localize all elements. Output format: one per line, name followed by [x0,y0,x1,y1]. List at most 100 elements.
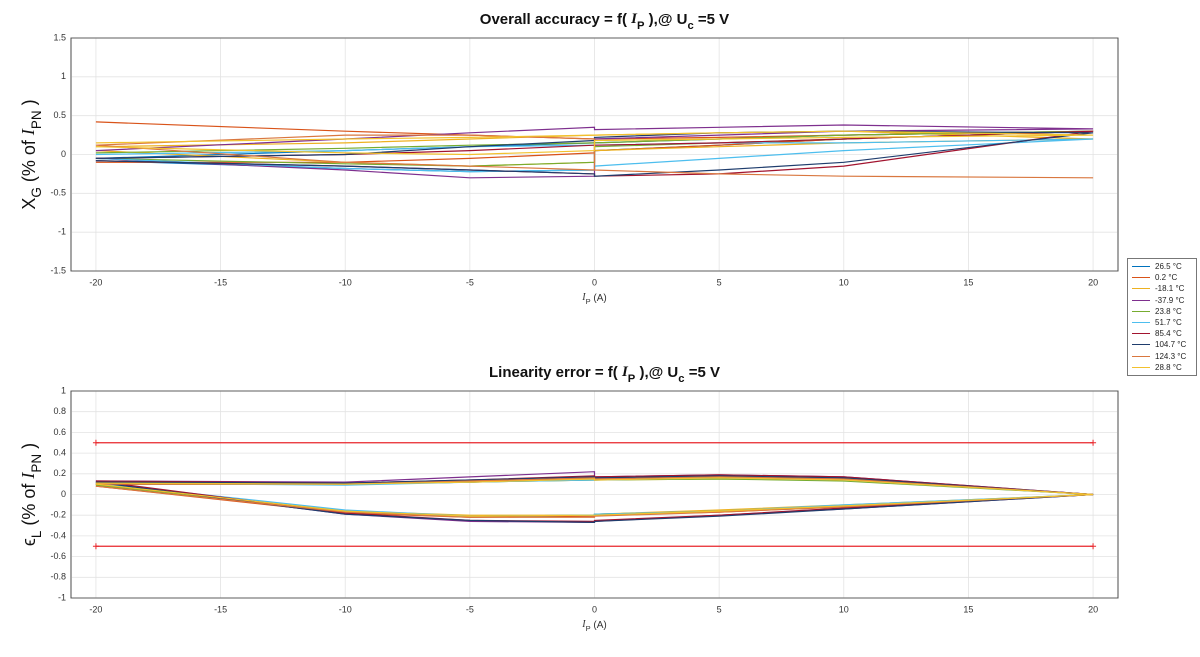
legend-swatch [1132,366,1150,368]
legend-swatch [1132,322,1150,324]
x-tick-label: 15 [963,277,973,287]
legend-entry: -18.1 °C [1128,283,1196,294]
label-part: =5 V [694,11,729,28]
x-tick-label: -10 [339,277,352,287]
label-part: P [637,20,645,32]
legend-entry: 26.5 °C [1128,261,1196,272]
x-tick-label: 0 [592,277,597,287]
axes-frame [70,37,1119,272]
label-part: G [29,187,44,198]
y-tick-label: -0.2 [50,510,66,520]
legend-swatch [1132,288,1150,290]
legend-entry: -37.9 °C [1128,295,1196,306]
legend-entry: 51.7 °C [1128,317,1196,328]
limit-marker [92,439,99,446]
x-tick-label: 10 [839,277,849,287]
label-part: (A) [591,620,607,631]
series-line [95,138,1094,173]
x-axis-label: IP (A) [581,619,606,633]
label-part: I [18,472,38,480]
x-tick-label: -15 [214,277,227,287]
legend-entry: 124.3 °C [1128,351,1196,362]
x-tick-label: 20 [1088,604,1098,614]
label-part: c [678,373,684,385]
x-tick-label: -5 [466,277,474,287]
y-tick-label: 0.4 [53,447,66,457]
label-part: (% of [19,135,39,187]
y-tick-label: 1 [61,385,66,395]
legend-entry: 0.2 °C [1128,272,1196,283]
y-tick-label: 0 [61,489,66,499]
legend-label: 51.7 °C [1155,318,1182,328]
legend-swatch [1132,277,1150,279]
chart-title: Linearity error = f( IP ),@ Uc =5 V [489,364,720,385]
label-part: ) [19,443,39,454]
y-tick-label: -0.5 [50,188,66,198]
x-tick-label: 0 [592,604,597,614]
label-part: ),@ U [635,364,678,381]
legend-label: -37.9 °C [1155,295,1185,305]
label-part: P [586,624,591,633]
y-axis-label: XG (% of IPN ) [18,99,44,209]
legend-entry: 28.8 °C [1128,362,1196,373]
y-tick-label: 1.5 [53,32,66,42]
x-tick-label: 20 [1088,277,1098,287]
legend-swatch [1132,355,1150,357]
x-tick-label: -20 [89,604,102,614]
series-line [95,124,1094,179]
legend-label: 28.8 °C [1155,362,1182,372]
chart-title: Overall accuracy = f( IP ),@ Uc =5 V [480,11,729,32]
y-tick-label: -0.4 [50,530,66,540]
legend-swatch [1132,344,1150,346]
legend-label: 0.2 °C [1155,273,1178,283]
series-line [95,477,1094,517]
x-tick-label: -5 [466,604,474,614]
y-tick-label: 0.5 [53,110,66,120]
x-tick-label: -10 [339,604,352,614]
label-part: ),@ U [645,11,688,28]
legend-label: 124.3 °C [1155,351,1187,361]
label-part: Linearity error = f( [489,364,622,381]
x-tick-label: 5 [717,277,722,287]
x-tick-label: 15 [963,604,973,614]
y-tick-label: 0 [61,149,66,159]
label-part: I [630,11,638,27]
x-axis-label: IP (A) [581,292,606,306]
legend-entry: 85.4 °C [1128,328,1196,339]
label-part: Overall accuracy = f( [480,11,631,28]
legend-swatch [1132,266,1150,268]
y-tick-label: 0.8 [53,406,66,416]
legend-entry: 23.8 °C [1128,306,1196,317]
label-part: I [621,364,629,380]
label-part: ) [19,99,39,110]
y-tick-label: 0.6 [53,427,66,437]
label-part: I [581,292,586,303]
label-part: =5 V [685,364,720,381]
label-part: X [19,198,39,210]
legend-swatch [1132,310,1150,312]
y-tick-label: -1.5 [50,265,66,275]
series-line [95,134,1094,179]
y-axis-label: ϵL (% of IPN ) [18,443,44,546]
legend-label: 85.4 °C [1155,329,1182,339]
x-tick-label: -15 [214,604,227,614]
y-tick-label: -1 [58,227,66,237]
y-tick-label: -1 [58,592,66,602]
y-tick-label: -0.6 [50,551,66,561]
legend-label: -18.1 °C [1155,284,1185,294]
x-tick-label: 5 [717,604,722,614]
label-part: P [586,297,591,306]
axes-frame [70,390,1119,599]
legend: 26.5 °C 0.2 °C -18.1 °C -37.9 °C 23.8 °C 51.7… [1127,258,1197,376]
limit-marker [1090,543,1097,550]
limit-marker [1090,439,1097,446]
legend-label: 26.5 °C [1155,262,1182,272]
label-part: (% of [19,479,39,531]
legend-swatch [1132,299,1150,301]
y-tick-label: 1 [61,71,66,81]
y-tick-label: 0.2 [53,468,66,478]
label-part: ϵ [19,538,39,546]
label-part: I [581,619,586,630]
